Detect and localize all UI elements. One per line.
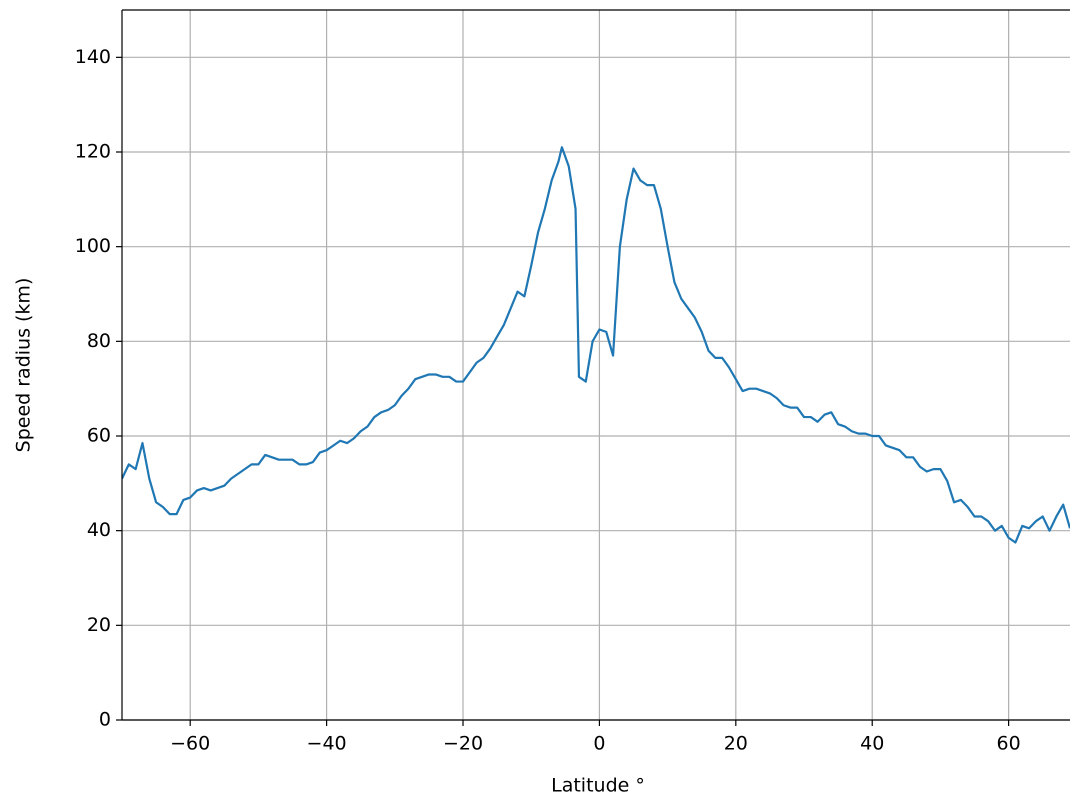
- line: [122, 146, 1070, 544]
- y-tick-label: 0: [99, 709, 111, 731]
- plot: [122, 146, 1070, 544]
- x-axis-label: Latitude °: [551, 775, 645, 797]
- x-tick-label: −60: [170, 733, 210, 755]
- y-axis-label: Speed radius (km): [13, 278, 35, 453]
- y-tick-label: 20: [87, 614, 111, 636]
- x-tick-label: −40: [307, 733, 347, 755]
- y-tick-label: 120: [75, 141, 111, 163]
- y-tick-label: 40: [87, 519, 111, 541]
- x-tick-label: −20: [443, 733, 483, 755]
- x-tick-label: 40: [860, 733, 884, 755]
- x-tick-label: 60: [997, 733, 1021, 755]
- x-tick-label: 20: [724, 733, 748, 755]
- grid: [122, 10, 1070, 721]
- y-tick-label: 100: [75, 235, 111, 257]
- y-tick-label: 140: [75, 46, 111, 68]
- x-tick-label: 0: [593, 733, 605, 755]
- y-tick-label: 60: [87, 425, 111, 447]
- y-tick-label: 80: [87, 330, 111, 352]
